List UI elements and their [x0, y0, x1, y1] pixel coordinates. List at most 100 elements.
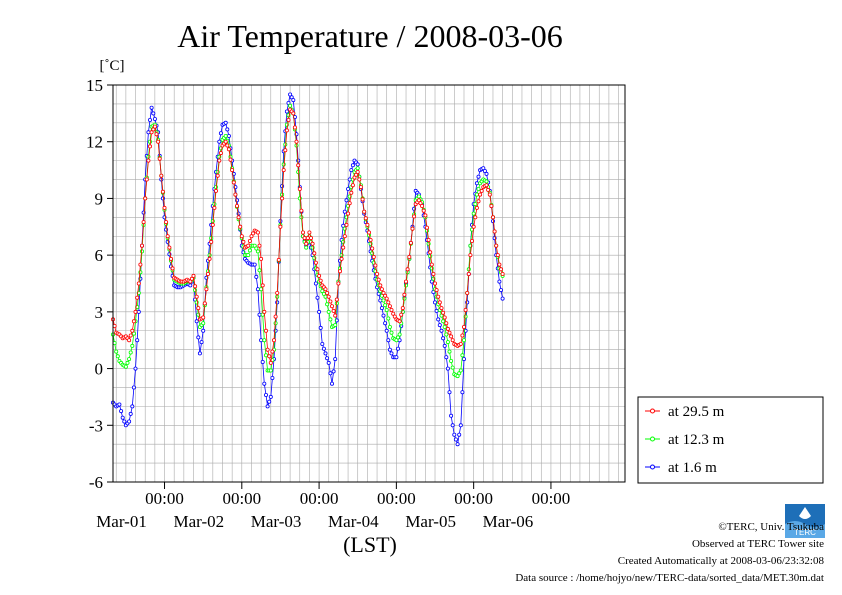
data-point: [225, 127, 230, 132]
data-point: [497, 262, 502, 267]
y-axis-ticks: 15 12 9 6 3 0 -3 -6: [86, 76, 113, 492]
data-point: [354, 172, 359, 177]
data-point: [444, 321, 449, 326]
credit-source: Data source : /home/hojyo/new/TERC-data/…: [515, 572, 824, 584]
data-point: [263, 328, 268, 333]
data-point: [152, 124, 157, 129]
data-point: [375, 271, 380, 276]
data-point: [133, 366, 138, 371]
x-tick-time-label: 00:00: [222, 489, 261, 508]
data-point: [457, 432, 462, 437]
y-tick-label: 6: [95, 246, 104, 265]
data-point: [336, 281, 341, 286]
data-point: [296, 163, 301, 168]
data-point: [360, 197, 365, 202]
data-point: [333, 357, 338, 362]
data-point: [246, 253, 251, 258]
data-point: [383, 293, 388, 298]
data-point: [149, 105, 154, 110]
data-point: [270, 375, 275, 380]
data-point: [461, 324, 466, 329]
data-point: [152, 117, 157, 122]
data-point: [450, 365, 455, 370]
data-point: [262, 338, 267, 343]
data-point: [165, 234, 170, 239]
data-point: [207, 256, 212, 261]
data-point: [320, 341, 325, 346]
data-point: [325, 290, 330, 295]
data-point: [331, 308, 336, 313]
data-point: [226, 147, 231, 152]
data-point: [442, 343, 447, 348]
data-point: [305, 236, 310, 241]
data-point: [114, 349, 119, 354]
data-point: [286, 101, 291, 106]
data-point: [484, 179, 489, 184]
data-point: [333, 323, 338, 328]
data-point: [273, 314, 278, 319]
data-point: [212, 205, 217, 210]
legend-item: at 1.6 m: [645, 460, 717, 476]
data-point: [307, 230, 312, 235]
data-point: [276, 257, 281, 262]
data-point: [342, 234, 347, 239]
data-point: [344, 222, 349, 227]
data-point: [355, 169, 360, 174]
data-point: [267, 354, 272, 359]
data-point: [317, 309, 322, 314]
data-point: [239, 234, 244, 239]
data-point: [455, 374, 460, 379]
data-point: [395, 335, 400, 340]
data-point: [139, 243, 144, 248]
data-point: [321, 346, 326, 351]
data-point: [312, 251, 317, 256]
data-point: [402, 292, 407, 297]
data-point: [384, 307, 389, 312]
data-point: [471, 211, 476, 216]
data-point: [197, 351, 202, 356]
data-point: [202, 301, 207, 306]
data-point: [291, 111, 296, 116]
data-point: [474, 181, 479, 186]
data-point: [408, 240, 413, 245]
data-point: [230, 168, 235, 173]
data-point: [123, 364, 128, 369]
data-point: [144, 177, 149, 182]
data-point: [376, 277, 381, 282]
data-point: [474, 205, 479, 210]
data-point: [352, 175, 357, 180]
data-point: [461, 357, 466, 362]
data-point: [325, 356, 330, 361]
chart-title: Air Temperature / 2008-03-06: [177, 18, 563, 54]
data-point: [280, 196, 285, 201]
legend: at 29.5 m at 12.3 m at 1.6 m: [637, 396, 824, 484]
data-point: [381, 298, 386, 303]
data-point: [500, 271, 505, 276]
data-point: [452, 432, 457, 437]
data-point: [490, 215, 495, 220]
data-point: [458, 368, 463, 373]
data-point: [141, 220, 146, 225]
data-point: [439, 306, 444, 311]
data-point: [288, 92, 293, 97]
data-point: [125, 360, 130, 365]
series-at-29-5-m: [111, 107, 505, 365]
data-point: [135, 338, 140, 343]
data-point: [423, 213, 428, 218]
data-point: [495, 253, 500, 258]
data-point: [119, 409, 124, 414]
data-point: [297, 186, 302, 191]
data-point: [358, 185, 363, 190]
x-tick-date-label: Mar-02: [173, 512, 224, 531]
data-point: [259, 256, 264, 261]
data-point: [223, 120, 228, 125]
data-point: [147, 144, 152, 149]
data-point: [383, 321, 388, 326]
data-point: [471, 224, 476, 229]
data-point: [379, 306, 384, 311]
data-point: [383, 303, 388, 308]
data-point: [441, 319, 446, 324]
data-point: [168, 256, 173, 261]
data-point: [394, 338, 399, 343]
data-point: [431, 271, 436, 276]
